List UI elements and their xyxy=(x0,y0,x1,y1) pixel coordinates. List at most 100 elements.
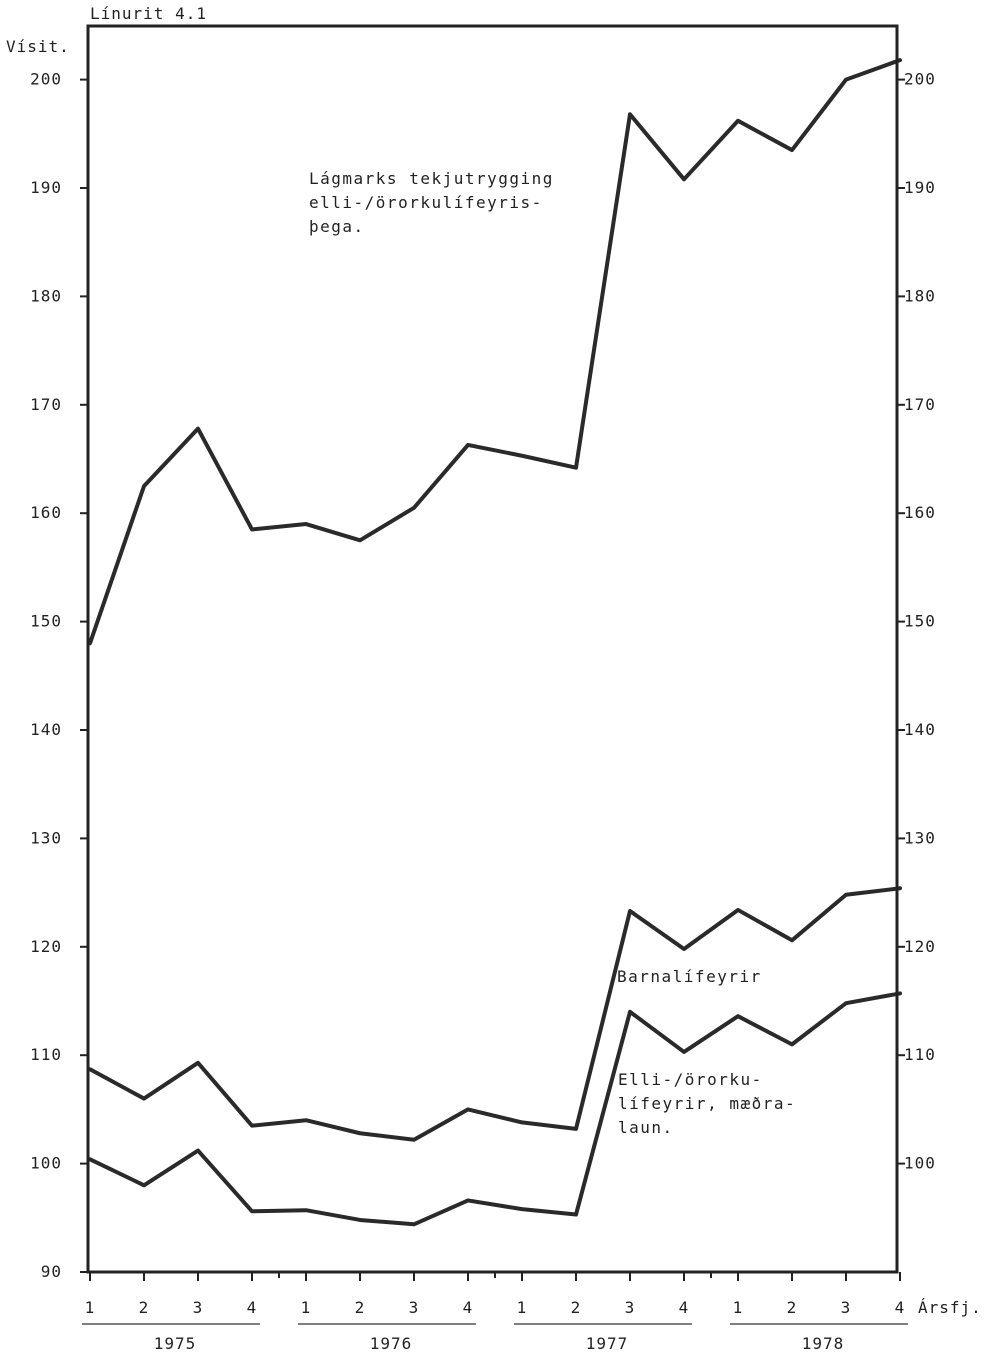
data-point xyxy=(790,938,794,942)
data-point xyxy=(142,1183,146,1187)
series-label: Elli-/örorku- xyxy=(618,1070,763,1089)
x-tick-label: 2 xyxy=(139,1298,150,1317)
data-point xyxy=(520,1120,524,1124)
series-layer xyxy=(88,58,902,1227)
data-point xyxy=(790,148,794,152)
y-tick-label: 150 xyxy=(30,612,62,631)
series-label: elli-/örorkulífeyris- xyxy=(309,193,543,212)
data-point xyxy=(196,1149,200,1153)
data-point xyxy=(844,1001,848,1005)
data-point xyxy=(412,1138,416,1142)
series-line-1 xyxy=(88,886,902,1142)
x-tick-label: 3 xyxy=(409,1298,420,1317)
y-tick-label: 120 xyxy=(30,937,62,956)
y-tick-label: 110 xyxy=(30,1045,62,1064)
data-point xyxy=(142,1097,146,1101)
data-point xyxy=(304,1118,308,1122)
right-y-tick-label: 150 xyxy=(904,612,936,631)
right-y-axis: 100 110 120 130 140 150 160 170 180 190 200 xyxy=(897,70,936,1173)
data-point xyxy=(628,909,632,913)
data-point xyxy=(628,112,632,116)
year-label: 1975 xyxy=(154,1334,197,1353)
right-y-tick-label: 190 xyxy=(904,178,936,197)
right-y-tick-label: 180 xyxy=(904,286,936,305)
x-tick-label: 2 xyxy=(355,1298,366,1317)
data-point xyxy=(736,908,740,912)
x-tick-label: 1 xyxy=(301,1298,312,1317)
data-point xyxy=(412,506,416,510)
y-tick-label: 170 xyxy=(30,395,62,414)
y-tick-label: 100 xyxy=(30,1154,62,1173)
x-tick-label: 3 xyxy=(193,1298,204,1317)
x-tick-label: 4 xyxy=(463,1298,474,1317)
data-point xyxy=(250,527,254,531)
series-annotations: Lágmarks tekjutrygging elli-/örorkulífeyr… xyxy=(309,169,796,1137)
data-point xyxy=(466,1107,470,1111)
x-tick-label: 4 xyxy=(895,1298,906,1317)
data-point xyxy=(898,58,902,62)
data-point xyxy=(898,886,902,890)
y-axis-label: Vísit. xyxy=(6,37,70,56)
year-label: 1976 xyxy=(370,1334,413,1353)
right-y-tick-label: 200 xyxy=(904,70,936,89)
series-label: Lágmarks tekjutrygging xyxy=(309,169,554,188)
data-point xyxy=(304,522,308,526)
data-point xyxy=(358,538,362,542)
x-tick-label: 3 xyxy=(625,1298,636,1317)
data-point xyxy=(844,893,848,897)
right-y-tick-label: 170 xyxy=(904,395,936,414)
data-point xyxy=(250,1209,254,1213)
series-label: lífeyrir, mæðra- xyxy=(618,1094,796,1113)
data-point xyxy=(412,1222,416,1226)
data-point xyxy=(304,1208,308,1212)
y-tick-label: 140 xyxy=(30,720,62,739)
data-point xyxy=(736,119,740,123)
x-tick-label: 1 xyxy=(85,1298,96,1317)
right-y-tick-label: 100 xyxy=(904,1154,936,1173)
y-tick-label: 190 xyxy=(30,178,62,197)
y-tick-label: 90 xyxy=(41,1262,62,1281)
year-label: 1978 xyxy=(802,1334,845,1353)
data-point xyxy=(574,466,578,470)
right-y-tick-label: 110 xyxy=(904,1045,936,1064)
data-point xyxy=(358,1131,362,1135)
data-point xyxy=(520,454,524,458)
data-point xyxy=(520,1207,524,1211)
right-y-tick-label: 140 xyxy=(904,720,936,739)
series-label: Barnalífeyrir xyxy=(617,967,762,986)
data-point xyxy=(358,1218,362,1222)
data-point xyxy=(898,991,902,995)
data-point xyxy=(250,1124,254,1128)
data-point xyxy=(466,443,470,447)
y-tick-label: 130 xyxy=(30,828,62,847)
data-point xyxy=(682,947,686,951)
data-point xyxy=(574,1127,578,1131)
data-point xyxy=(682,1050,686,1054)
y-tick-label: 200 xyxy=(30,70,62,89)
x-axis: 1 2 3 4 1 2 3 4 1 2 3 4 1 2 3 4 1975 1976 1977 1978 xyxy=(82,1272,908,1353)
right-y-tick-label: 160 xyxy=(904,503,936,522)
series-label: laun. xyxy=(618,1118,674,1137)
data-point xyxy=(142,484,146,488)
data-point xyxy=(844,78,848,82)
data-point xyxy=(196,1061,200,1065)
data-point xyxy=(790,1042,794,1046)
series-line-0 xyxy=(88,58,902,646)
right-y-tick-label: 120 xyxy=(904,937,936,956)
x-tick-label: 1 xyxy=(733,1298,744,1317)
data-point xyxy=(574,1213,578,1217)
series-line-2 xyxy=(88,991,902,1227)
x-tick-label: 3 xyxy=(841,1298,852,1317)
right-y-tick-label: 130 xyxy=(904,828,936,847)
x-tick-label: 4 xyxy=(247,1298,258,1317)
series-label: þega. xyxy=(309,217,365,236)
y-tick-label: 160 xyxy=(30,503,62,522)
x-axis-label: Ársfj. xyxy=(918,1298,982,1317)
x-tick-label: 1 xyxy=(517,1298,528,1317)
chart-title: Línurit 4.1 xyxy=(90,4,207,23)
data-point xyxy=(466,1198,470,1202)
data-point xyxy=(682,177,686,181)
data-point xyxy=(628,1010,632,1014)
data-point xyxy=(736,1014,740,1018)
